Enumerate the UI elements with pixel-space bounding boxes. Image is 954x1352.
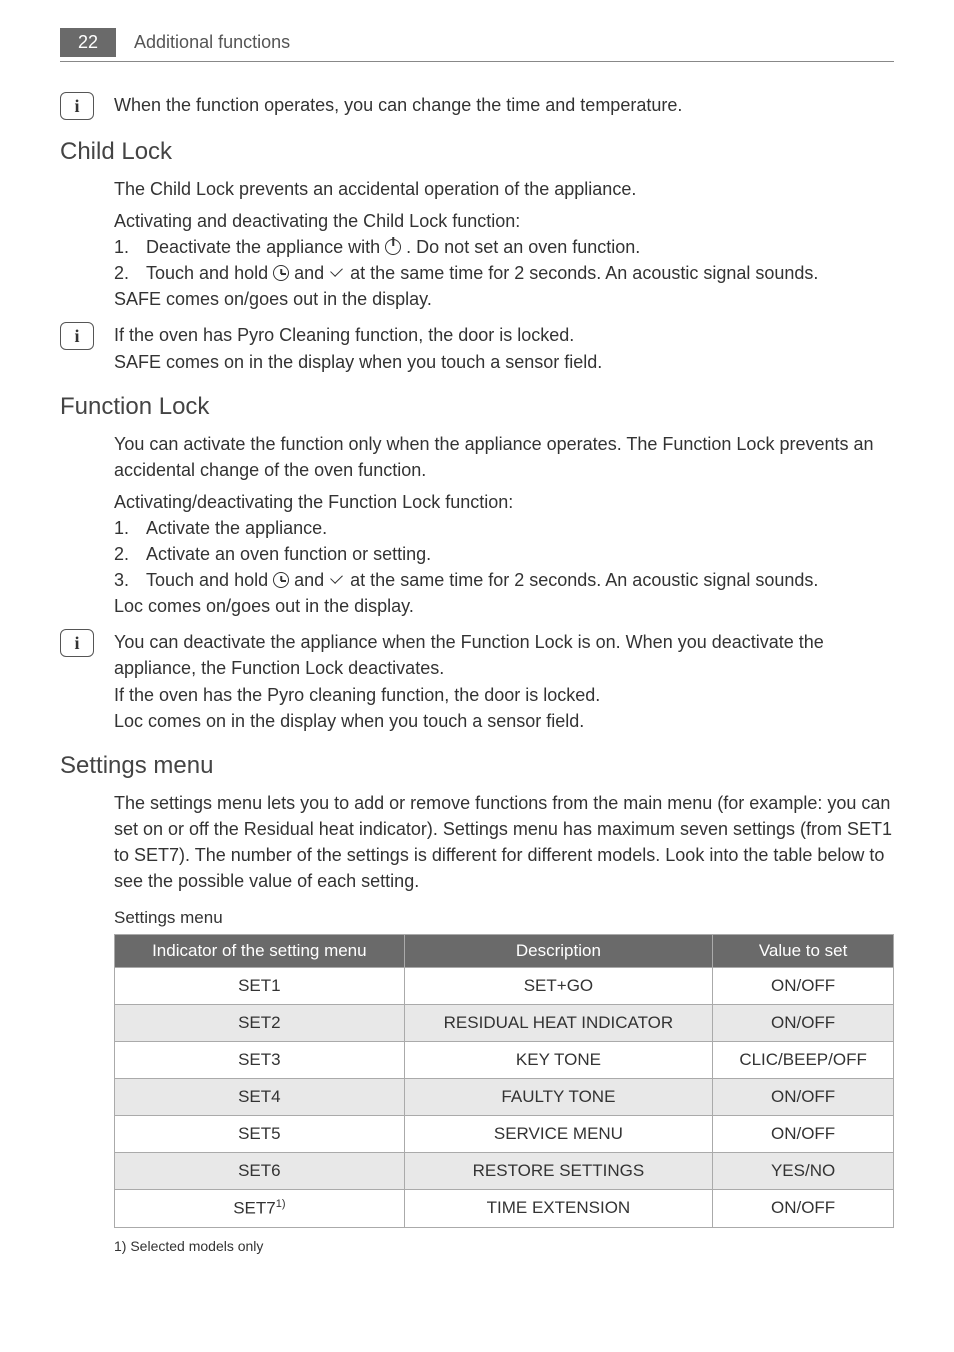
function-lock-step-1: 1. Activate the appliance. xyxy=(114,515,894,541)
table-cell: ON/OFF xyxy=(713,1116,894,1153)
table-row: SET5SERVICE MENUON/OFF xyxy=(115,1116,894,1153)
table-cell: SET2 xyxy=(115,1005,405,1042)
info-icon xyxy=(60,92,94,120)
table-header-row: Indicator of the setting menu Descriptio… xyxy=(115,935,894,968)
table-cell: RESTORE SETTINGS xyxy=(404,1153,712,1190)
page: 22 Additional functions When the functio… xyxy=(0,0,954,1294)
child-lock-intro: The Child Lock prevents an accidental op… xyxy=(114,176,894,202)
step-number: 1. xyxy=(114,515,146,541)
check-icon xyxy=(329,576,345,586)
info-note-1: When the function operates, you can chan… xyxy=(60,92,894,120)
function-lock-step-3: 3. Touch and hold and at the same time f… xyxy=(114,567,894,593)
text-line: Loc comes on in the display when you tou… xyxy=(114,711,584,731)
child-lock-after: SAFE comes on/goes out in the display. xyxy=(114,286,894,312)
table-cell: SET+GO xyxy=(404,968,712,1005)
table-cell: TIME EXTENSION xyxy=(404,1190,712,1228)
table-cell: CLIC/BEEP/OFF xyxy=(713,1042,894,1079)
check-icon xyxy=(329,269,345,279)
table-cell: YES/NO xyxy=(713,1153,894,1190)
step-number: 3. xyxy=(114,567,146,593)
table-row: SET2RESIDUAL HEAT INDICATORON/OFF xyxy=(115,1005,894,1042)
function-lock-title: Function Lock xyxy=(60,393,894,421)
table-footnote: 1) Selected models only xyxy=(114,1238,894,1254)
info-note-3: You can deactivate the appliance when th… xyxy=(60,629,894,733)
text-part: and xyxy=(289,263,329,283)
child-lock-step-2: 2. Touch and hold and at the same time f… xyxy=(114,260,894,286)
table-cell: SET71) xyxy=(115,1190,405,1228)
table-row: SET4FAULTY TONEON/OFF xyxy=(115,1079,894,1116)
function-lock-intro: You can activate the function only when … xyxy=(114,431,894,483)
table-cell: SERVICE MENU xyxy=(404,1116,712,1153)
text-line: If the oven has Pyro Cleaning function, … xyxy=(114,325,574,345)
function-lock-step-2: 2. Activate an oven function or setting. xyxy=(114,541,894,567)
settings-table: Indicator of the setting menu Descriptio… xyxy=(114,934,894,1228)
table-row: SET71)TIME EXTENSIONON/OFF xyxy=(115,1190,894,1228)
child-lock-title: Child Lock xyxy=(60,138,894,166)
table-cell: ON/OFF xyxy=(713,968,894,1005)
text-part: Deactivate the appliance with xyxy=(146,237,385,257)
text-part: . Do not set an oven function. xyxy=(401,237,640,257)
clock-icon xyxy=(273,265,289,281)
step-text: Activate the appliance. xyxy=(146,515,327,541)
function-lock-after: Loc comes on/goes out in the display. xyxy=(114,593,894,619)
table-cell: SET3 xyxy=(115,1042,405,1079)
header-section-title: Additional functions xyxy=(134,32,290,53)
text-part: Touch and hold xyxy=(146,570,273,590)
table-row: SET1SET+GOON/OFF xyxy=(115,968,894,1005)
info-note-2: If the oven has Pyro Cleaning function, … xyxy=(60,322,894,374)
settings-intro: The settings menu lets you to add or rem… xyxy=(114,790,894,894)
step-text: Deactivate the appliance with . Do not s… xyxy=(146,234,640,260)
child-lock-step-1: 1. Deactivate the appliance with . Do no… xyxy=(114,234,894,260)
info-note-3-text: You can deactivate the appliance when th… xyxy=(114,629,894,733)
settings-menu-title: Settings menu xyxy=(60,752,894,780)
table-header: Description xyxy=(404,935,712,968)
table-cell: KEY TONE xyxy=(404,1042,712,1079)
info-note-2-text: If the oven has Pyro Cleaning function, … xyxy=(114,322,602,374)
page-header: 22 Additional functions xyxy=(60,28,894,62)
table-caption: Settings menu xyxy=(114,908,894,928)
step-number: 2. xyxy=(114,541,146,567)
power-icon xyxy=(385,239,401,255)
text-line: SAFE comes on in the display when you to… xyxy=(114,352,602,372)
info-icon xyxy=(60,322,94,350)
child-lock-subheading: Activating and deactivating the Child Lo… xyxy=(114,208,894,234)
table-cell: SET6 xyxy=(115,1153,405,1190)
info-icon xyxy=(60,629,94,657)
text-line: If the oven has the Pyro cleaning functi… xyxy=(114,685,600,705)
table-row: SET6RESTORE SETTINGSYES/NO xyxy=(115,1153,894,1190)
table-cell: SET1 xyxy=(115,968,405,1005)
table-cell: ON/OFF xyxy=(713,1079,894,1116)
text-line: You can deactivate the appliance when th… xyxy=(114,632,824,678)
step-text: Activate an oven function or setting. xyxy=(146,541,431,567)
page-number: 22 xyxy=(60,28,116,57)
step-text: Touch and hold and at the same time for … xyxy=(146,567,818,593)
table-cell: SET5 xyxy=(115,1116,405,1153)
step-number: 1. xyxy=(114,234,146,260)
clock-icon xyxy=(273,572,289,588)
table-cell: ON/OFF xyxy=(713,1005,894,1042)
table-cell: FAULTY TONE xyxy=(404,1079,712,1116)
table-header: Value to set xyxy=(713,935,894,968)
text-part: Touch and hold xyxy=(146,263,273,283)
text-part: and xyxy=(289,570,329,590)
table-cell: SET4 xyxy=(115,1079,405,1116)
info-note-1-text: When the function operates, you can chan… xyxy=(114,92,682,118)
function-lock-subheading: Activating/deactivating the Function Loc… xyxy=(114,489,894,515)
text-part: at the same time for 2 seconds. An acous… xyxy=(345,263,818,283)
step-text: Touch and hold and at the same time for … xyxy=(146,260,818,286)
text-part: at the same time for 2 seconds. An acous… xyxy=(345,570,818,590)
step-number: 2. xyxy=(114,260,146,286)
table-cell: ON/OFF xyxy=(713,1190,894,1228)
table-cell: RESIDUAL HEAT INDICATOR xyxy=(404,1005,712,1042)
table-header: Indicator of the setting menu xyxy=(115,935,405,968)
table-row: SET3KEY TONECLIC/BEEP/OFF xyxy=(115,1042,894,1079)
